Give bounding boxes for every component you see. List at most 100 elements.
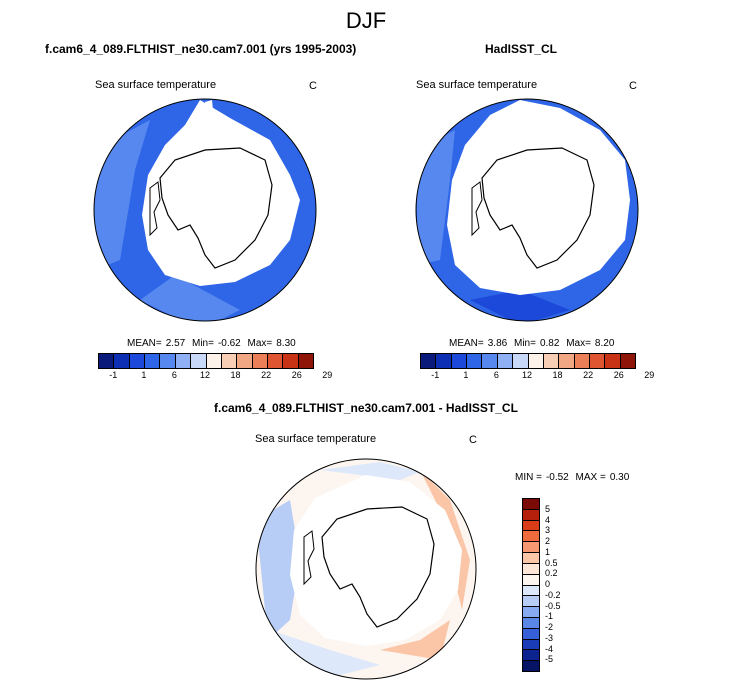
model-sst-warm-patch — [94, 120, 150, 270]
diff-colorbar-swatch — [523, 639, 539, 651]
obs-mean-value: 3.86 — [487, 338, 508, 349]
diff-colorbar-swatch — [523, 617, 539, 629]
model-colorbar-tick-label: 6 — [171, 370, 177, 380]
diff-colorbar-tick-label: -0.2 — [545, 589, 561, 600]
diff-stats: MIN = -0.52 MAX = 0.30 — [515, 472, 633, 483]
diff-colorbar-swatch — [523, 499, 539, 510]
diff-colorbar-tick-label: -1 — [545, 611, 554, 622]
model-colorbar-labels: -1 1 6 12 18 22 26 29 — [98, 370, 332, 382]
obs-max-value: 8.20 — [594, 338, 615, 349]
diff-max-label: MAX = — [575, 472, 606, 483]
obs-colorbar-tick-label: 22 — [583, 370, 594, 380]
obs-colorbar-swatch — [497, 354, 514, 368]
diff-min-value: -0.52 — [545, 472, 569, 483]
diff-colorbar-swatch — [523, 650, 539, 662]
diff-colorbar-swatch — [523, 542, 539, 554]
obs-colorbar-swatch — [513, 354, 529, 368]
model-max-value: 8.30 — [276, 338, 296, 349]
obs-colorbar-swatch — [605, 354, 621, 368]
diff-colorbar-swatch — [523, 553, 539, 564]
diff-units-label: C — [469, 434, 477, 446]
diff-colorbar-swatch — [523, 531, 539, 543]
obs-colorbar-swatch — [451, 354, 468, 368]
model-colorbar-swatch — [283, 354, 299, 368]
obs-colorbar-tick-label: 1 — [463, 370, 469, 380]
diff-colorbar-tick-label: 0.2 — [545, 568, 558, 579]
figure-title: DJF — [345, 8, 387, 33]
obs-colorbar-tick-label: 26 — [613, 370, 624, 380]
model-colorbar-swatch — [114, 354, 130, 368]
diff-antarctica-coastline — [321, 506, 435, 628]
obs-colorbar-swatch — [574, 354, 590, 368]
diff-colorbar-tick-label: 4 — [545, 514, 551, 525]
obs-colorbar-swatch — [620, 354, 636, 368]
obs-colorbar-swatch — [543, 354, 560, 368]
diff-colorbar-tick-label: -2 — [545, 622, 554, 632]
obs-max-label: Max= — [566, 338, 591, 349]
model-colorbar-swatch — [145, 354, 161, 368]
model-colorbar-swatch — [221, 354, 238, 368]
obs-colorbar-labels: -1 1 6 12 18 22 26 29 — [420, 370, 654, 382]
obs-colorbar-swatch — [482, 354, 498, 368]
model-colorbar-swatch — [175, 354, 192, 368]
diff-colorbar-tick-label: 3 — [545, 525, 551, 536]
obs-colorbar-swatch — [467, 354, 483, 368]
model-colorbar — [98, 353, 314, 369]
diff-max-value: 0.30 — [609, 472, 630, 483]
obs-mean-label: MEAN= — [449, 338, 484, 349]
diff-colorbar-tick-label: -0.5 — [545, 600, 561, 611]
obs-colorbar-tick-label: 6 — [493, 370, 499, 380]
diff-colorbar-tick-label: 0 — [545, 579, 551, 589]
model-colorbar-tick-label: 29 — [322, 370, 333, 380]
diff-colorbar-swatch — [523, 520, 539, 532]
obs-colorbar-tick-label: 18 — [552, 370, 563, 380]
diff-panel-title: f.cam6_4_089.FLTHIST_ne30.cam7.001 - Had… — [214, 401, 518, 415]
obs-variable-label: Sea surface temperature — [416, 79, 538, 91]
model-sea-ice-mask — [142, 100, 300, 286]
obs-min-label: Min= — [513, 338, 536, 349]
obs-colorbar-swatch — [528, 354, 544, 368]
model-sst-warm-patch-south — [140, 275, 240, 321]
obs-colorbar-tick-label: -1 — [431, 370, 440, 380]
model-colorbar-swatch — [206, 354, 222, 368]
obs-stats: MEAN= 3.86 Min= 0.82 Max= 8.20 — [449, 338, 618, 349]
diff-min-label: MIN = — [515, 472, 542, 483]
obs-panel-title: HadISST_CL — [485, 42, 558, 56]
model-units-label: C — [309, 80, 317, 92]
obs-colorbar-swatch — [559, 354, 575, 368]
model-colorbar-swatch — [298, 354, 314, 368]
obs-colorbar — [420, 353, 636, 369]
model-colorbar-tick-label: 1 — [141, 370, 147, 380]
obs-colorbar-swatch — [589, 354, 606, 368]
model-colorbar-swatch — [191, 354, 207, 368]
model-colorbar-tick-label: 12 — [199, 370, 211, 380]
obs-colorbar-swatch — [436, 354, 452, 368]
obs-min-value: 0.82 — [539, 338, 560, 349]
diff-variable-label: Sea surface temperature — [255, 433, 377, 445]
diff-sea-ice-mask — [290, 475, 462, 646]
model-colorbar-tick-label: 18 — [230, 370, 241, 380]
model-colorbar-tick-label: 26 — [291, 370, 302, 380]
diff-cool-patch-west — [256, 500, 300, 640]
model-colorbar-tick-label: -1 — [109, 370, 118, 380]
diff-colorbar-swatch — [523, 509, 539, 521]
diff-colorbar-tick-label: -3 — [545, 632, 554, 643]
diff-colorbar-tick-label: 2 — [545, 536, 551, 546]
model-min-value: -0.62 — [217, 338, 241, 349]
diff-colorbar-tick-label: -5 — [545, 654, 554, 665]
diff-colorbar-swatch — [523, 585, 539, 597]
model-panel-title: f.cam6_4_089.FLTHIST_ne30.cam7.001 (yrs … — [45, 42, 357, 56]
model-colorbar-tick-label: 22 — [261, 370, 272, 380]
diff-colorbar-swatch — [523, 596, 539, 608]
model-colorbar-swatch — [267, 354, 284, 368]
diff-colorbar-labels: 5 4 3 2 1 0.5 0.2 0 -0.2 -0.5 -1 -2 -3 -4 -5 — [545, 498, 575, 670]
obs-units-label: C — [629, 80, 637, 92]
obs-antarctica-coastline — [481, 147, 595, 269]
diff-colorbar-swatch — [523, 661, 539, 671]
model-stats: MEAN= 2.57 Min= -0.62 Max= 8.30 — [127, 338, 300, 349]
model-colorbar-swatch — [237, 354, 253, 368]
obs-sea-ice-mask — [447, 100, 630, 295]
obs-colorbar-tick-label: 12 — [521, 370, 533, 380]
obs-colorbar-tick-label: 29 — [644, 370, 655, 380]
diff-colorbar-tick-label: -4 — [545, 643, 554, 654]
